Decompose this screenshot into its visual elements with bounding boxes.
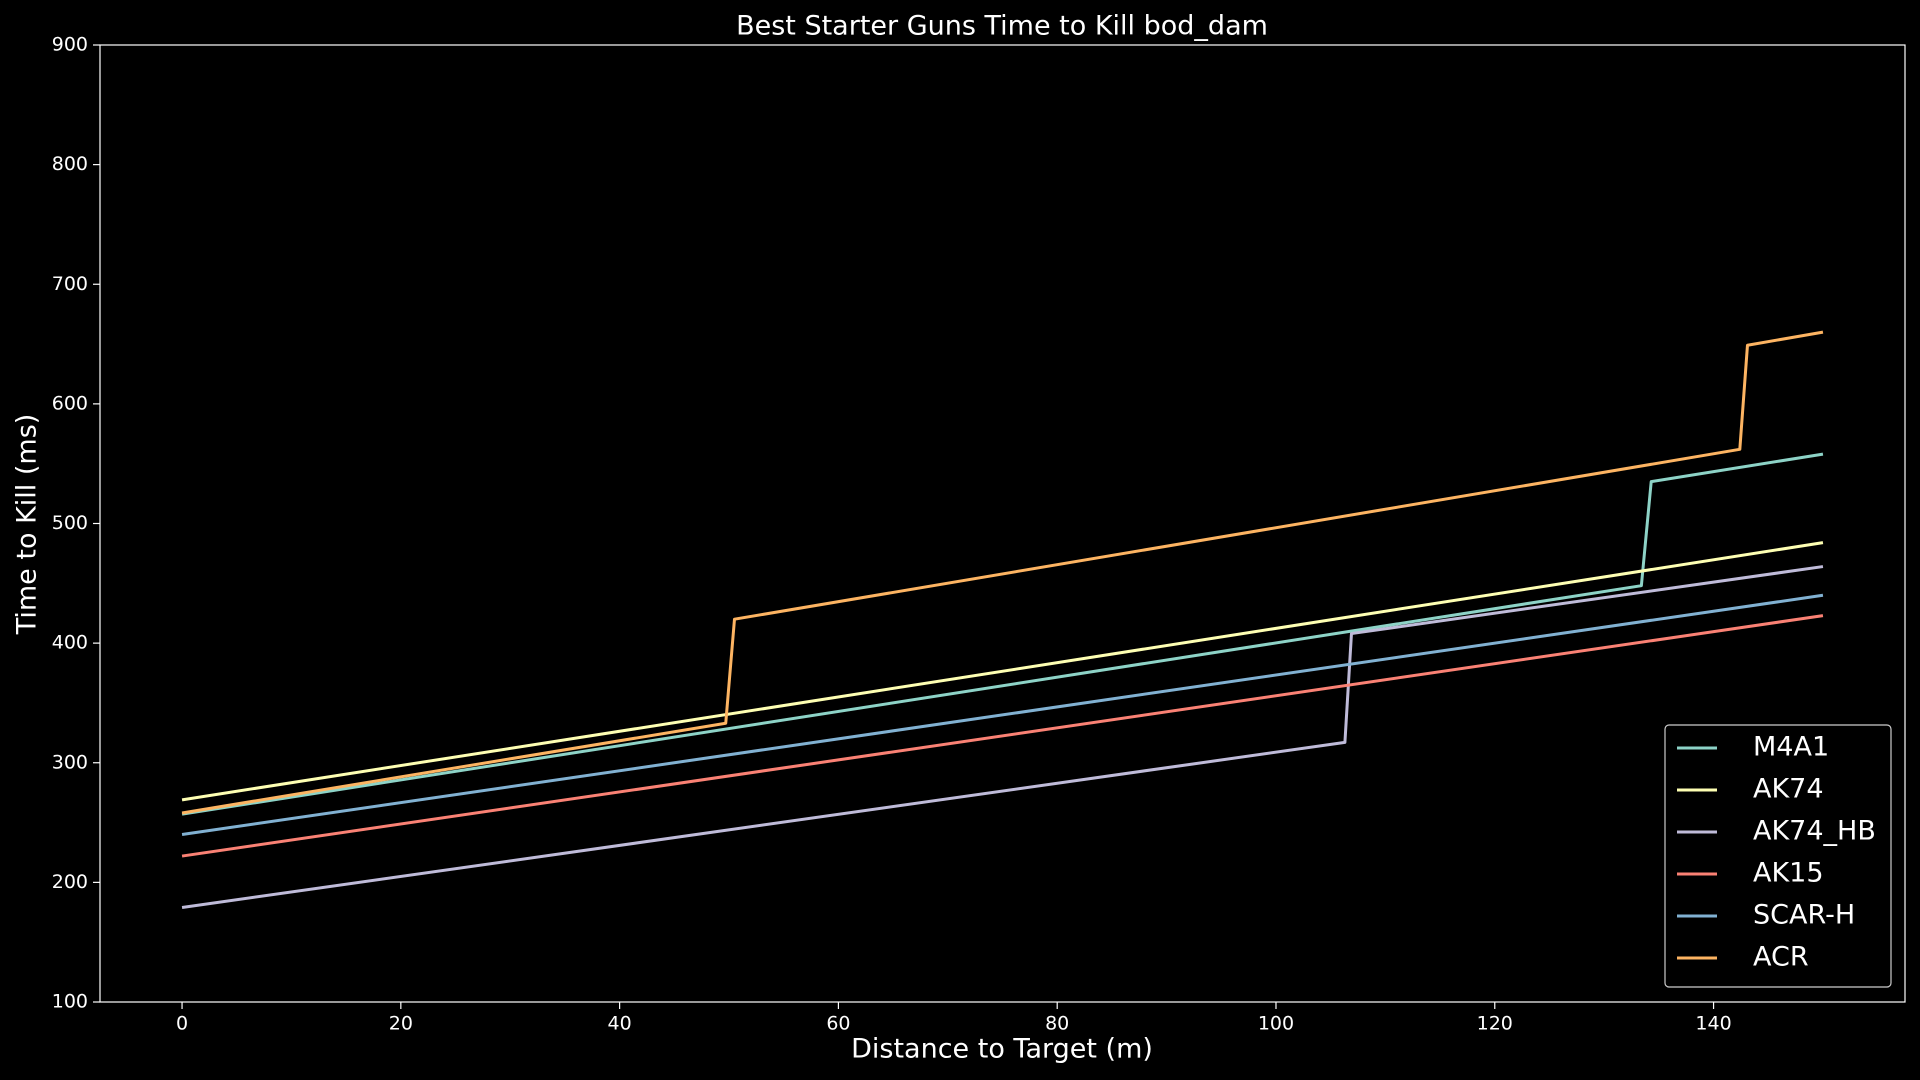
y-tick-label: 100: [52, 991, 88, 1013]
series-line: [181, 593, 1824, 837]
y-tick-label: 900: [52, 34, 88, 56]
legend-label: AK74_HB: [1753, 816, 1876, 847]
x-tick-label: 100: [1258, 1013, 1294, 1035]
legend-label: AK74: [1753, 774, 1824, 805]
y-tick-label: 600: [52, 392, 88, 414]
legend-label: AK15: [1753, 858, 1824, 889]
legend-box: [1664, 724, 1892, 988]
x-tick-label: 120: [1477, 1013, 1513, 1035]
y-tick-label: 700: [52, 273, 88, 295]
x-tick-label: 60: [826, 1013, 850, 1035]
legend-label: M4A1: [1753, 732, 1829, 763]
x-tick-label: 20: [389, 1013, 413, 1035]
series-line: [181, 565, 1824, 909]
x-tick-label: 140: [1695, 1013, 1731, 1035]
y-tick-label: 200: [52, 871, 88, 893]
x-axis-label: Distance to Target (m): [851, 1034, 1153, 1065]
x-tick-label: 80: [1045, 1013, 1069, 1035]
x-tick-label: 0: [176, 1013, 188, 1035]
series-line: [181, 452, 1824, 816]
y-axis-label: Time to Kill (ms): [12, 414, 43, 636]
x-tick-label: 40: [608, 1013, 632, 1035]
chart-title: Best Starter Guns Time to Kill bod_dam: [736, 11, 1268, 42]
series-line: [181, 541, 1824, 802]
series-line: [181, 614, 1824, 858]
y-tick-label: 300: [52, 751, 88, 773]
y-tick-label: 400: [52, 632, 88, 654]
legend-label: SCAR-H: [1753, 900, 1855, 931]
legend-label: ACR: [1753, 942, 1809, 973]
series-line: [181, 330, 1824, 815]
plot-frame: [99, 44, 1906, 1003]
y-tick-label: 500: [52, 512, 88, 534]
y-tick-label: 800: [52, 153, 88, 175]
